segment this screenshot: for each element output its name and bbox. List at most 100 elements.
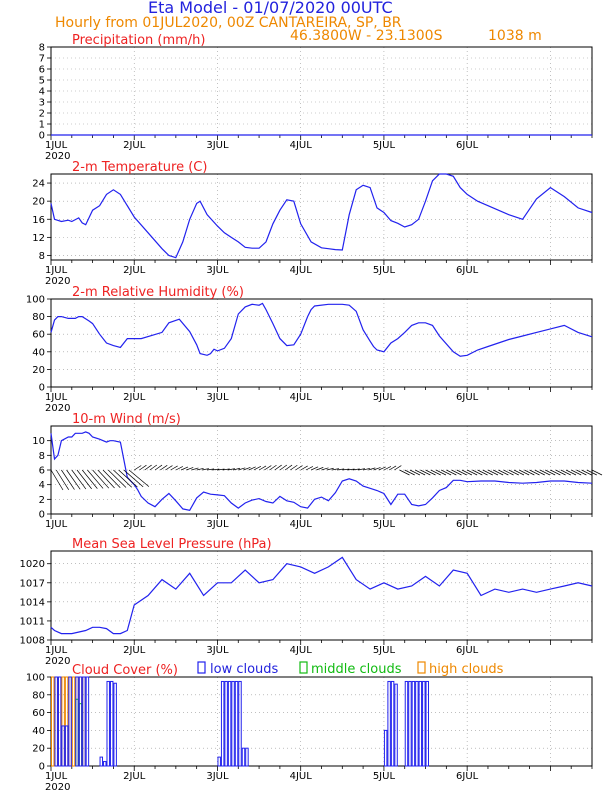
wind-barb — [217, 468, 225, 471]
header-subtitle: Hourly from 01JUL2020, 00Z CANTAREIRA, S… — [55, 15, 402, 31]
wind-barb — [128, 469, 150, 487]
legend-middle-label: middle clouds — [311, 662, 402, 677]
wind-barb — [107, 469, 127, 488]
y-tick-label: 40 — [32, 347, 45, 358]
low-cloud-bar — [75, 676, 79, 767]
wind-barb — [310, 466, 319, 471]
x-tick-label: 5JUL — [373, 771, 396, 782]
x-tick-label: 2JUL — [123, 265, 146, 276]
plot-frame — [50, 46, 593, 136]
wind-barb — [545, 469, 556, 476]
x-tick-label: 2JUL — [123, 140, 146, 151]
wind-barb — [472, 469, 483, 476]
x-tick-label: 4JUL — [290, 265, 313, 276]
wind-barb — [316, 467, 324, 471]
wind-barb — [165, 465, 173, 471]
wind-barb — [571, 469, 582, 476]
x-year-label: 2020 — [45, 151, 70, 162]
wind-barb — [191, 467, 199, 471]
x-tick-label: 6JUL — [456, 265, 479, 276]
wind-barb — [420, 469, 431, 476]
low-cloud-bar — [383, 729, 388, 767]
y-tick-label: 0 — [39, 762, 45, 773]
wind-barb — [175, 466, 184, 471]
y-tick-label: 2 — [39, 495, 45, 506]
wind-barb — [290, 464, 298, 471]
x-tick-label: 4JUL — [290, 392, 313, 403]
wind-barb — [149, 464, 158, 471]
panel-title: Precipitation (mm/h) — [72, 33, 205, 48]
wind-barb — [383, 466, 392, 471]
x-tick-label: 5JUL — [373, 265, 396, 276]
legend-high-swatch — [417, 661, 426, 674]
low-cloud-bar — [113, 682, 117, 767]
header-coordinates: 46.3800W - 23.1300S — [290, 28, 443, 44]
wind-barb — [227, 468, 235, 471]
wind-barb — [581, 469, 592, 476]
wind-barb — [295, 465, 303, 471]
x-tick-label: 1JUL — [45, 140, 68, 151]
panel-title: 2-m Relative Humidity (%) — [72, 285, 244, 300]
low-cloud-bar — [238, 680, 242, 767]
plot-frame — [50, 550, 593, 641]
y-tick-label: 8 — [39, 251, 45, 262]
wind-barb — [305, 466, 314, 471]
y-tick-label: 20 — [32, 365, 45, 376]
x-tick-label: 6JUL — [456, 519, 479, 530]
wind-barb — [456, 469, 467, 476]
wind-barb — [232, 467, 241, 471]
wind-barb — [279, 464, 288, 471]
plot-frame — [50, 298, 593, 388]
header-title: Eta Model - 01/07/2020 00UTC — [148, 0, 393, 17]
wind-barb — [539, 469, 551, 476]
wind-barb — [388, 465, 397, 471]
wind-barb — [493, 469, 504, 476]
wind-barb — [160, 464, 168, 471]
wind-barb — [118, 469, 138, 488]
y-tick-label: 4 — [39, 480, 45, 491]
low-cloud-bar — [408, 680, 412, 767]
panel-title: 2-m Temperature (C) — [72, 160, 207, 175]
wind-barb — [404, 469, 415, 476]
y-tick-label: 6 — [39, 466, 45, 477]
wind-barb — [352, 468, 360, 471]
low-cloud-bar — [61, 725, 65, 767]
wind-barb — [76, 469, 92, 490]
y-tick-label: 40 — [32, 726, 45, 737]
wind-barb — [113, 469, 132, 488]
wind-barb — [519, 469, 530, 476]
y-tick-label: 3 — [39, 98, 45, 109]
low-cloud-bar — [224, 680, 228, 767]
wind-barb — [186, 467, 194, 471]
plot-frame — [50, 676, 593, 767]
x-tick-label: 2JUL — [123, 519, 146, 530]
wind-barb — [139, 464, 147, 471]
x-tick-label: 3JUL — [206, 519, 229, 530]
low-cloud-bar — [57, 676, 62, 767]
legend-middle-swatch — [299, 661, 308, 674]
wind-barb — [238, 467, 246, 471]
cloud-legend: low clouds middle clouds high clouds — [197, 661, 504, 677]
wind-barb — [248, 466, 256, 471]
wind-barb — [435, 469, 447, 476]
wind-barb — [487, 469, 499, 476]
x-tick-label: 3JUL — [206, 645, 229, 656]
low-cloud-bar — [227, 680, 232, 767]
wind-barb — [508, 469, 519, 476]
wind-barb — [440, 469, 452, 476]
wind-barb — [207, 468, 215, 471]
wind-barb — [477, 469, 488, 476]
low-cloud-bar — [390, 680, 395, 767]
wind-barb — [134, 465, 142, 471]
x-year-label: 2020 — [45, 276, 70, 287]
x-tick-label: 1JUL — [45, 265, 68, 276]
wind-barbs — [50, 464, 603, 491]
y-tick-label: 10 — [32, 436, 45, 447]
y-tick-label: 2 — [39, 109, 45, 120]
y-tick-label: 1011 — [20, 616, 45, 627]
panel-rh: 0 20 40 60 80 100 1JUL 2JUL 3JUL 4JUL 5JUL 6JUL 2020… — [26, 285, 593, 414]
wind-barb — [66, 469, 81, 490]
series-line — [50, 431, 593, 511]
wind-barb — [170, 465, 178, 471]
